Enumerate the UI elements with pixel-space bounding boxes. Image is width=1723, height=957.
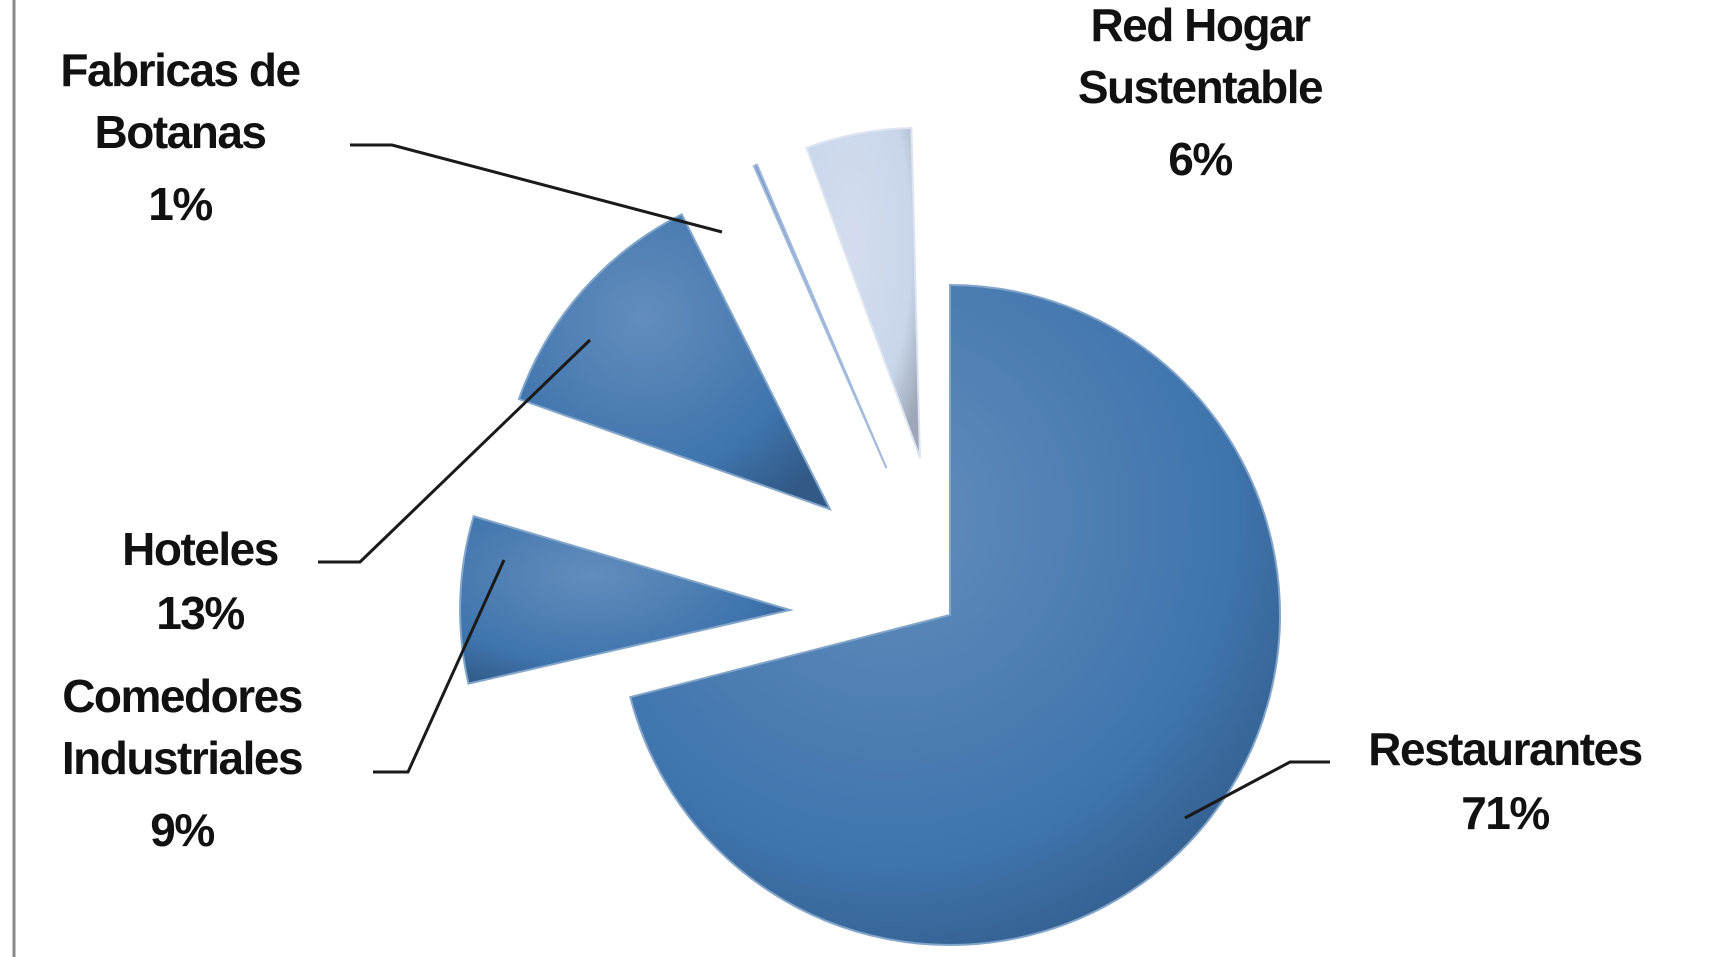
slice-label-percent: 1% [148,178,212,230]
leader-lines [318,143,1330,820]
slice-label-percent: 71% [1461,787,1549,839]
leader-line-hoteles [318,338,592,564]
slice-label-percent: 13% [156,587,244,639]
leader-line-comedores-industriales [373,559,506,774]
slice-label-name: Sustentable [1078,61,1323,113]
pie-slice-red-hogar-sustentable [805,126,922,459]
slice-label-name: Industriales [62,732,302,784]
pie-slice-hoteles [517,213,832,511]
slice-label-name: Hoteles [122,523,278,575]
leader-line-restaurantes [1184,760,1330,820]
slice-label-name: Fabricas de [60,44,300,96]
slice-labels: Restaurantes 71% Comedores Industriales 9% Ho… [60,0,1643,856]
slice-label-percent: 9% [150,804,214,856]
pie-slice-fabricas-de-botanas [752,163,888,469]
leader-line-fabricas-de-botanas [350,143,723,234]
slice-label-name: Red Hogar [1090,0,1311,51]
slice-label-name: Botanas [95,106,266,158]
slice-label-percent: 6% [1168,133,1232,185]
slice-label-name: Comedores [62,670,302,722]
pie-slice-comedores-industriales [459,515,795,685]
pie-slice-restaurantes [629,283,1281,946]
slice-label-name: Restaurantes [1368,723,1641,775]
pie-slices [459,126,1281,946]
